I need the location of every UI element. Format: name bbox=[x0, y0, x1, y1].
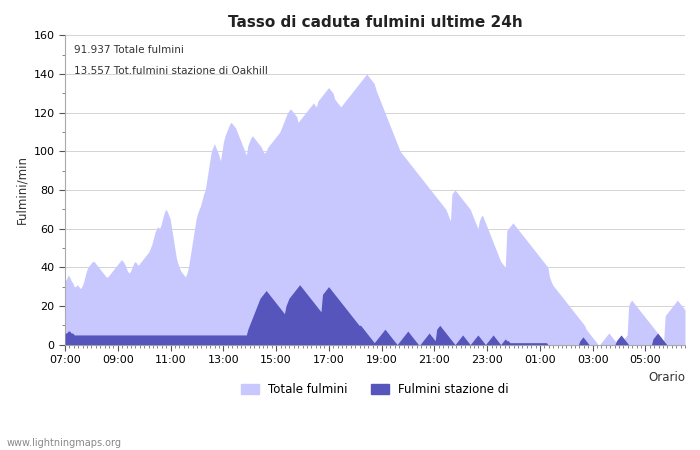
Y-axis label: Fulmini/min: Fulmini/min bbox=[15, 155, 28, 225]
Title: Tasso di caduta fulmini ultime 24h: Tasso di caduta fulmini ultime 24h bbox=[228, 15, 522, 30]
Legend: Totale fulmini, Fulmini stazione di: Totale fulmini, Fulmini stazione di bbox=[237, 378, 514, 400]
Text: 13.557 Tot.fulmini stazione di Oakhill: 13.557 Tot.fulmini stazione di Oakhill bbox=[74, 66, 268, 76]
Text: 91.937 Totale fulmini: 91.937 Totale fulmini bbox=[74, 45, 184, 54]
Text: www.lightningmaps.org: www.lightningmaps.org bbox=[7, 437, 122, 447]
X-axis label: Orario: Orario bbox=[648, 370, 685, 383]
